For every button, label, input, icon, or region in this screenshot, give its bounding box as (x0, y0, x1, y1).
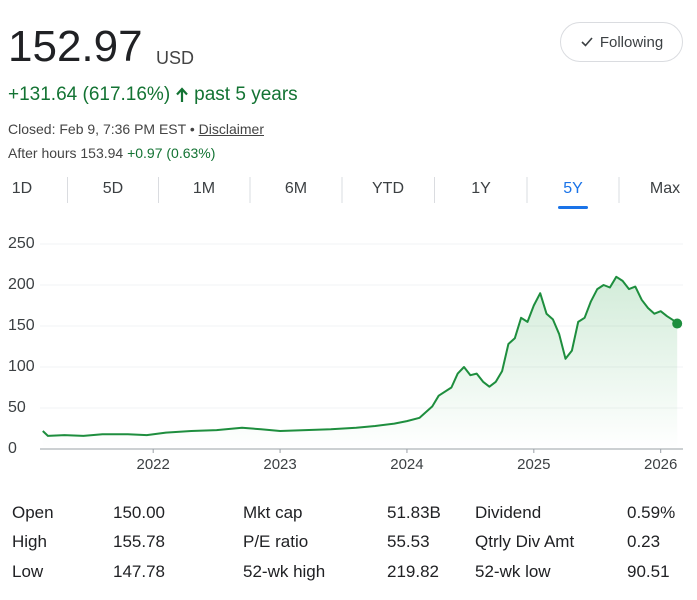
range-tab[interactable]: Max (649, 180, 681, 197)
stat-label: Open (12, 503, 54, 522)
follow-button[interactable]: Following (560, 22, 683, 62)
currency: USD (156, 48, 195, 68)
stat-label: 52-wk low (475, 562, 551, 581)
stat-value: 150.00 (113, 503, 165, 522)
up-arrow (176, 87, 188, 102)
stat-value: 90.51 (627, 562, 670, 581)
stat-value: 155.78 (113, 532, 165, 551)
stat-label: Mkt cap (243, 503, 303, 522)
y-tick-label: 150 (8, 317, 35, 334)
closed-row: Closed: Feb 9, 7:36 PM EST • Disclaimer (8, 121, 264, 137)
stat-label: P/E ratio (243, 532, 309, 551)
x-tick-label: 2025 (517, 456, 550, 473)
tab-underline (558, 206, 588, 209)
stat-label: Qtrly Div Amt (475, 532, 575, 551)
end-dot (672, 318, 683, 329)
range-tab[interactable]: 1D (11, 180, 33, 197)
x-tick-label: 2022 (137, 456, 170, 473)
price: 152.97 (8, 22, 143, 71)
y-tick-label: 100 (8, 358, 35, 375)
y-tick-label: 200 (8, 276, 35, 293)
range-tab[interactable]: 5Y (563, 180, 583, 197)
range-tab[interactable]: 6M (284, 180, 308, 197)
stat-label: Dividend (475, 503, 542, 522)
range-tab[interactable]: 1M (192, 180, 216, 197)
stat-value: 219.82 (387, 562, 439, 581)
stat-value: 0.23 (627, 532, 661, 551)
check-icon (581, 37, 593, 47)
stat-value: 0.59% (627, 503, 676, 522)
change: +131.64 (617.16%) (8, 84, 171, 105)
price-line (42, 275, 678, 437)
y-tick-label: 250 (8, 235, 35, 252)
y-tick-label: 0 (8, 440, 17, 457)
after-hours-change: +0.97 (0.63%) (127, 145, 216, 161)
closed: Closed: Feb 9, 7:36 PM EST (8, 121, 186, 137)
stat-label: Low (12, 562, 44, 581)
after-hours: After hours 153.94 (8, 145, 124, 161)
stat-label: High (12, 532, 47, 551)
x-tick-label: 2024 (390, 456, 423, 473)
after-hours-row: After hours 153.94 +0.97 (0.63%) (8, 145, 215, 161)
stat-value: 55.53 (387, 532, 430, 551)
change-row: +131.64 (617.16%) past 5 years (8, 84, 298, 106)
range-tab[interactable]: YTD (372, 180, 404, 197)
period: past 5 years (194, 84, 298, 105)
follow-label: Following (599, 33, 664, 51)
range-tab[interactable]: 1Y (471, 180, 491, 197)
range-tab[interactable]: 5D (102, 180, 124, 197)
x-tick-label: 2023 (263, 456, 296, 473)
disclaimer[interactable]: Disclaimer (198, 121, 264, 137)
area-fill (42, 276, 678, 449)
stat-label: 52-wk high (243, 562, 326, 581)
x-tick-label: 2026 (644, 456, 677, 473)
stat-value: 147.78 (113, 562, 165, 581)
y-tick-label: 50 (8, 399, 26, 416)
stat-value: 51.83B (387, 503, 441, 522)
